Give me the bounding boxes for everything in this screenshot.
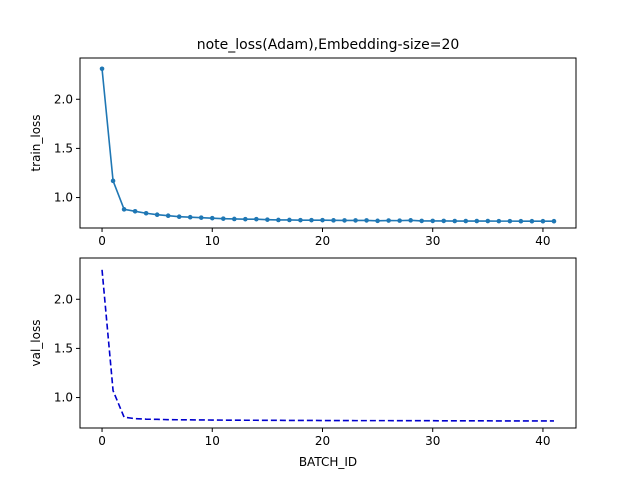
data-point (463, 218, 469, 224)
data-point (309, 217, 314, 223)
data-point (298, 217, 303, 223)
y-tick-label: 1.5 (54, 341, 73, 355)
data-point (276, 217, 281, 223)
data-point (540, 218, 546, 224)
data-point (121, 207, 127, 212)
chart-title: note_loss(Adam),Embedding-size=20 (197, 37, 460, 53)
subplot-1: 0 10 20 30 40 1.0 1.5 2.0 note_loss(Adam),Embedd… (29, 37, 577, 248)
x-tick-label: 30 (425, 234, 440, 248)
subplot-2: 0 10 20 30 40 1.0 1.5 2.0 val_loss BATCH_ID (29, 257, 577, 469)
y-tick-label: 1.0 (54, 191, 73, 205)
data-point (364, 218, 369, 223)
y-axis-label: train_loss (29, 114, 43, 171)
data-point (353, 218, 358, 223)
x-tick-label: 10 (205, 234, 220, 248)
data-point (496, 218, 502, 224)
y-tick-label: 2.0 (54, 292, 73, 306)
y-axis-label: val_loss (29, 320, 43, 367)
data-point (452, 218, 458, 224)
y-tick-label: 2.0 (54, 92, 73, 106)
data-point (397, 218, 402, 223)
data-point (265, 217, 270, 222)
y-tick-label: 1.0 (54, 391, 73, 405)
data-point (430, 218, 436, 224)
data-point (254, 216, 259, 222)
data-point (441, 218, 447, 224)
data-point (176, 214, 182, 219)
data-point (485, 218, 491, 224)
data-point (320, 217, 325, 223)
data-point (165, 213, 171, 219)
data-point (408, 218, 413, 223)
data-point (518, 218, 524, 224)
data-point (342, 218, 347, 223)
x-tick-label: 0 (98, 234, 106, 248)
x-tick-label: 10 (205, 434, 220, 448)
data-point (287, 217, 292, 223)
data-point (187, 214, 193, 220)
data-point (154, 212, 160, 218)
data-point (209, 215, 215, 221)
data-point (243, 216, 248, 222)
data-point (99, 66, 105, 72)
data-point (110, 178, 116, 184)
data-point (419, 218, 424, 224)
data-point (507, 218, 513, 224)
data-point (386, 218, 391, 223)
plot-frame (79, 257, 577, 429)
data-point (551, 218, 557, 224)
series-line-val_loss (101, 269, 554, 422)
data-point (220, 216, 226, 221)
data-point (375, 218, 380, 224)
y-tick-label: 1.5 (54, 141, 73, 155)
data-point (529, 218, 535, 224)
x-tick-label: 20 (315, 434, 330, 448)
data-point (331, 218, 336, 223)
x-tick-label: 30 (425, 434, 440, 448)
x-tick-label: 0 (98, 434, 106, 448)
data-point (198, 215, 204, 220)
x-tick-label: 40 (535, 234, 550, 248)
data-point (132, 208, 138, 214)
data-point (143, 210, 149, 216)
data-point (232, 216, 237, 222)
x-tick-label: 40 (535, 434, 550, 448)
data-point (474, 218, 480, 224)
plot-frame (79, 57, 577, 229)
series-line-train_loss (101, 68, 554, 223)
x-axis-label: BATCH_ID (299, 455, 357, 469)
x-tick-label: 20 (315, 234, 330, 248)
